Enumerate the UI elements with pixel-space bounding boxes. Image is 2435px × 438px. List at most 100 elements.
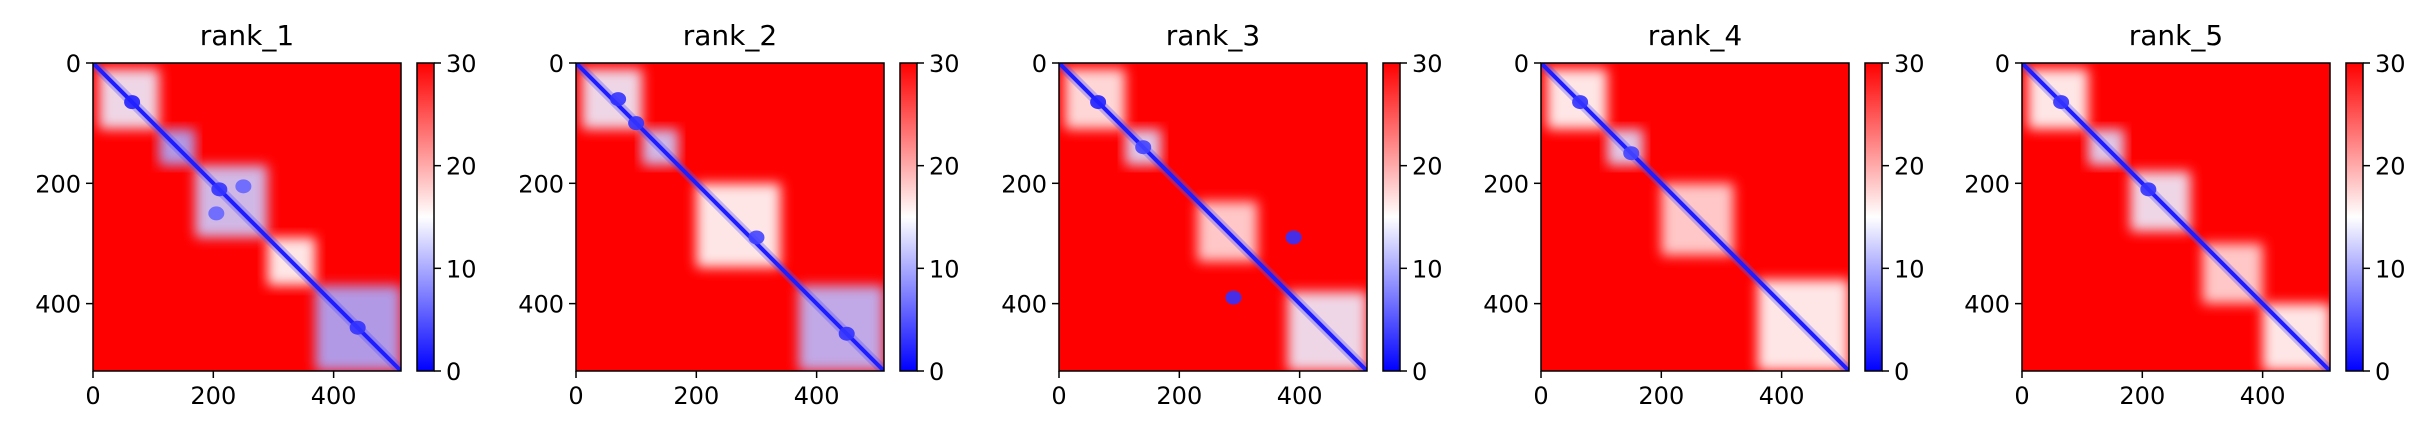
colorbar [899, 62, 918, 372]
x-tick-label: 0 [2014, 382, 2029, 410]
y-tick-label: 0 [549, 50, 564, 78]
heatmap-spot [1623, 146, 1640, 161]
colorbar-tick-label: 10 [1412, 255, 1443, 283]
x-tick-label: 400 [1277, 382, 1323, 410]
colorbar-tick-label: 10 [446, 255, 477, 283]
heatmap-image [576, 63, 884, 371]
heatmap-diagonal [2022, 63, 2330, 371]
colorbar-tick-label: 20 [929, 153, 960, 181]
x-tick-label: 0 [85, 382, 100, 410]
panel-title: rank_1 [200, 19, 294, 52]
heatmap-spot [838, 326, 855, 341]
y-tick-label: 0 [1032, 50, 1047, 78]
x-tick-label: 200 [673, 382, 719, 410]
heatmap-panel-4: rank_4 0 200 400 0 200 400 0 10 20 30 [1483, 19, 1924, 410]
heatmap-spot [628, 116, 645, 131]
heatmap-spot [1285, 230, 1302, 245]
heatmap-panel-2: rank_2 0 200 400 0 200 400 0 10 20 30 [518, 19, 959, 410]
heatmap-spot [1135, 140, 1152, 155]
heatmap-image [93, 63, 401, 371]
axes-frame [575, 62, 885, 372]
heatmap-diagonal [1059, 63, 1367, 371]
colorbar-tick-label: 30 [2375, 50, 2406, 78]
heatmap-spot [1225, 290, 1242, 305]
heatmap-spot [208, 206, 225, 221]
y-tick-label: 0 [1995, 50, 2010, 78]
y-tick-label: 0 [1514, 50, 1529, 78]
heatmap-spot [211, 182, 228, 197]
heatmap-image [1541, 63, 1849, 371]
colorbar [2345, 62, 2364, 372]
colorbar-tick-label: 10 [2375, 255, 2406, 283]
heatmap-diagonal [1541, 63, 1849, 371]
y-tick-label: 200 [1001, 170, 1047, 198]
heatmap-spot [610, 92, 627, 107]
x-tick-label: 200 [190, 382, 236, 410]
colorbar-tick-label: 20 [1894, 153, 1925, 181]
heatmap-diagonal-halo [1541, 63, 1849, 371]
y-tick-label: 400 [518, 291, 564, 319]
x-tick-label: 0 [1533, 382, 1548, 410]
y-tick-label: 200 [1483, 170, 1529, 198]
heatmap-panel-5: rank_5 0 200 400 0 200 400 0 10 20 30 [1964, 19, 2405, 410]
x-tick-label: 400 [1759, 382, 1805, 410]
heatmap-spot [1572, 95, 1589, 110]
y-tick-label: 400 [1964, 291, 2010, 319]
heatmap-spot [748, 230, 765, 245]
y-tick-label: 400 [1001, 291, 1047, 319]
heatmap-spot [2140, 182, 2157, 197]
panel-title: rank_4 [1648, 19, 1742, 52]
x-tick-label: 200 [1156, 382, 1202, 410]
axes-frame [1058, 62, 1368, 372]
heatmap-spot [2053, 95, 2070, 110]
y-tick-label: 200 [1964, 170, 2010, 198]
colorbar-tick-label: 10 [929, 255, 960, 283]
heatmap-spot [349, 320, 366, 335]
heatmap-spot [1090, 95, 1107, 110]
x-tick-label: 0 [1051, 382, 1066, 410]
heatmap-diagonal-halo [1059, 63, 1367, 371]
axes-frame [92, 62, 402, 372]
heatmap-diagonal-halo [2022, 63, 2330, 371]
x-tick-label: 400 [311, 382, 357, 410]
heatmap-spot [124, 95, 141, 110]
colorbar [1864, 62, 1883, 372]
colorbar-tick-label: 20 [446, 153, 477, 181]
colorbar-tick-label: 30 [1894, 50, 1925, 78]
x-tick-label: 400 [2240, 382, 2286, 410]
y-tick-label: 400 [1483, 291, 1529, 319]
colorbar-tick-label: 0 [929, 358, 944, 386]
colorbar-tick-label: 10 [1894, 255, 1925, 283]
y-tick-label: 200 [35, 170, 81, 198]
x-tick-label: 0 [568, 382, 583, 410]
colorbar-tick-label: 0 [1894, 358, 1909, 386]
colorbar-tick-label: 20 [1412, 153, 1443, 181]
colorbar-tick-label: 0 [2375, 358, 2390, 386]
colorbar-tick-label: 0 [446, 358, 461, 386]
heatmap-diagonal [93, 63, 401, 371]
heatmap-diagonal [576, 63, 884, 371]
colorbar [1382, 62, 1401, 372]
y-tick-label: 0 [66, 50, 81, 78]
y-tick-label: 200 [518, 170, 564, 198]
heatmap-image [2022, 63, 2330, 371]
axes-frame [1540, 62, 1850, 372]
heatmap-image [1059, 63, 1367, 371]
panel-title: rank_5 [2129, 19, 2223, 52]
colorbar-tick-label: 20 [2375, 153, 2406, 181]
colorbar-tick-label: 30 [929, 50, 960, 78]
x-tick-label: 200 [1638, 382, 1684, 410]
panel-title: rank_2 [683, 19, 777, 52]
y-tick-label: 400 [35, 291, 81, 319]
axes-frame [2021, 62, 2331, 372]
colorbar-tick-label: 30 [446, 50, 477, 78]
colorbar-tick-label: 30 [1412, 50, 1443, 78]
x-tick-label: 400 [794, 382, 840, 410]
heatmap-panel-3: rank_3 0 200 400 0 200 400 0 10 20 30 [1001, 19, 1442, 410]
colorbar-tick-label: 0 [1412, 358, 1427, 386]
x-tick-label: 200 [2119, 382, 2165, 410]
heatmap-diagonal-halo [576, 63, 884, 371]
heatmap-diagonal-halo [93, 63, 401, 371]
heatmap-spot [235, 179, 252, 194]
